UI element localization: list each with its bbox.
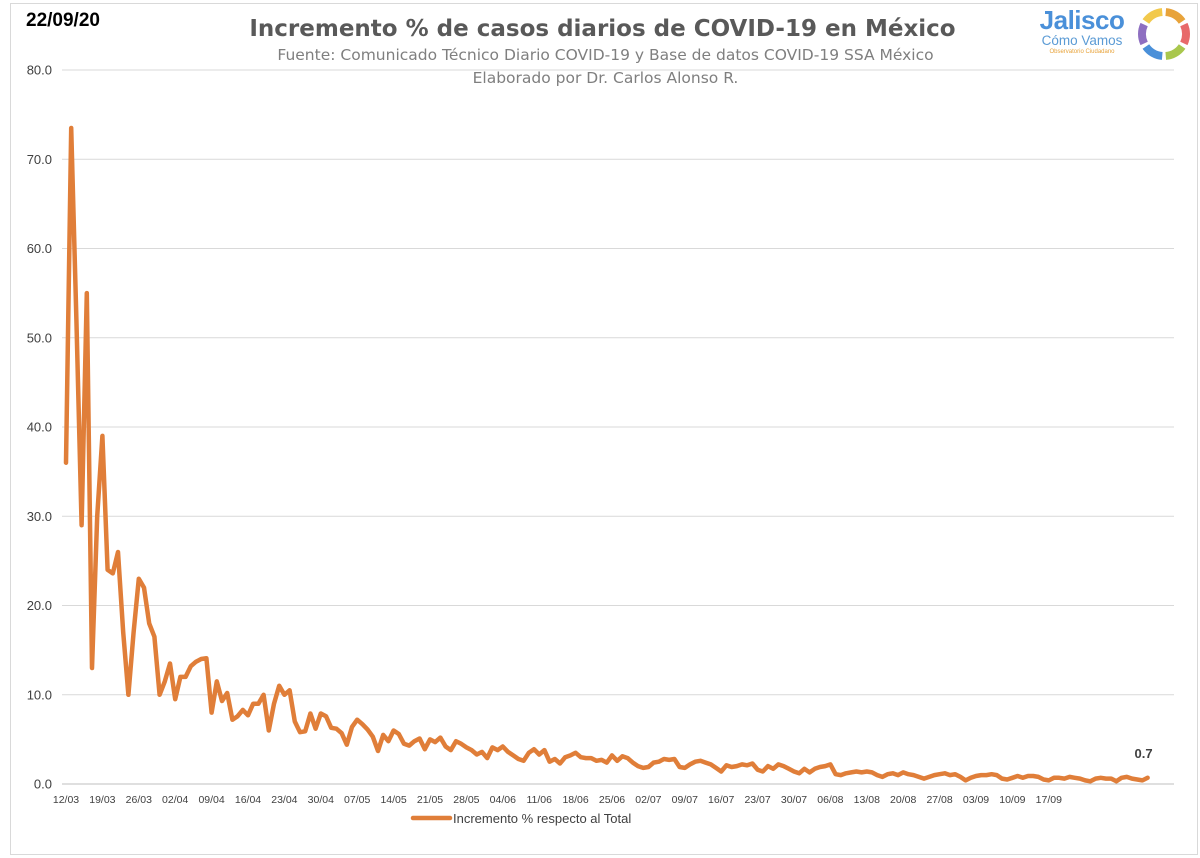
x-tick-label: 19/03 xyxy=(89,794,115,806)
x-tick-label: 12/03 xyxy=(53,794,79,806)
x-tick-label: 25/06 xyxy=(599,794,625,806)
y-tick-label: 70.0 xyxy=(27,152,52,167)
y-tick-label: 0.0 xyxy=(34,777,52,792)
x-tick-label: 20/08 xyxy=(890,794,916,806)
x-tick-label: 04/06 xyxy=(490,794,516,806)
x-tick-label: 10/09 xyxy=(999,794,1025,806)
x-tick-label: 16/04 xyxy=(235,794,261,806)
x-tick-label: 17/09 xyxy=(1036,794,1062,806)
x-tick-label: 18/06 xyxy=(562,794,588,806)
x-tick-label: 09/07 xyxy=(672,794,698,806)
x-tick-label: 07/05 xyxy=(344,794,370,806)
y-tick-label: 80.0 xyxy=(27,63,52,78)
y-tick-label: 30.0 xyxy=(27,509,52,524)
logo-ring-segment xyxy=(1180,22,1190,46)
logo-tagline: Observatorio Ciudadano xyxy=(1049,49,1115,55)
series-line xyxy=(63,125,1150,784)
logo-subname: Cómo Vamos xyxy=(1041,33,1123,48)
x-tick-label: 03/09 xyxy=(963,794,989,806)
y-tick-label: 60.0 xyxy=(27,241,52,256)
legend-label: Incremento % respecto al Total xyxy=(453,811,631,826)
x-tick-label: 02/07 xyxy=(635,794,661,806)
x-tick-label: 16/07 xyxy=(708,794,734,806)
x-tick-label: 28/05 xyxy=(453,794,479,806)
y-tick-label: 20.0 xyxy=(27,598,52,613)
x-tick-label: 21/05 xyxy=(417,794,443,806)
x-tick-label: 23/04 xyxy=(271,794,297,806)
chart-title: Incremento % de casos diarios de COVID-1… xyxy=(249,16,956,42)
y-tick-label: 40.0 xyxy=(27,420,52,435)
x-tick-label: 30/07 xyxy=(781,794,807,806)
x-tick-label: 13/08 xyxy=(854,794,880,806)
y-tick-label: 50.0 xyxy=(27,330,52,345)
chart-subtitle-author: Elaborado por Dr. Carlos Alonso R. xyxy=(472,69,739,87)
x-tick-label: 09/04 xyxy=(198,794,224,806)
x-tick-label: 11/06 xyxy=(526,794,552,806)
logo-ring-segment xyxy=(1142,8,1163,25)
logo-ring-icon xyxy=(1138,8,1190,60)
date-stamp: 22/09/20 xyxy=(26,10,100,31)
chart-border xyxy=(10,3,1198,855)
logo-wordmark: Jalisco Cómo Vamos Observatorio Ciudadan… xyxy=(1036,6,1128,56)
x-tick-label: 02/04 xyxy=(162,794,188,806)
x-tick-label: 30/04 xyxy=(308,794,334,806)
chart-subtitle-source: Fuente: Comunicado Técnico Diario COVID-… xyxy=(277,46,934,64)
y-tick-label: 10.0 xyxy=(27,687,52,702)
logo-name: Jalisco xyxy=(1039,5,1125,35)
x-tick-label: 26/03 xyxy=(126,794,152,806)
logo-ring-segment xyxy=(1142,43,1163,60)
data-label-last: 0.7 xyxy=(1135,746,1153,761)
x-tick-label: 23/07 xyxy=(744,794,770,806)
x-tick-label: 14/05 xyxy=(380,794,406,806)
logo-ring-segment xyxy=(1165,8,1186,25)
x-tick-label: 27/08 xyxy=(926,794,952,806)
logo-ring-segment xyxy=(1138,22,1148,46)
logo-ring-segment xyxy=(1165,43,1186,60)
x-tick-label: 06/08 xyxy=(817,794,843,806)
